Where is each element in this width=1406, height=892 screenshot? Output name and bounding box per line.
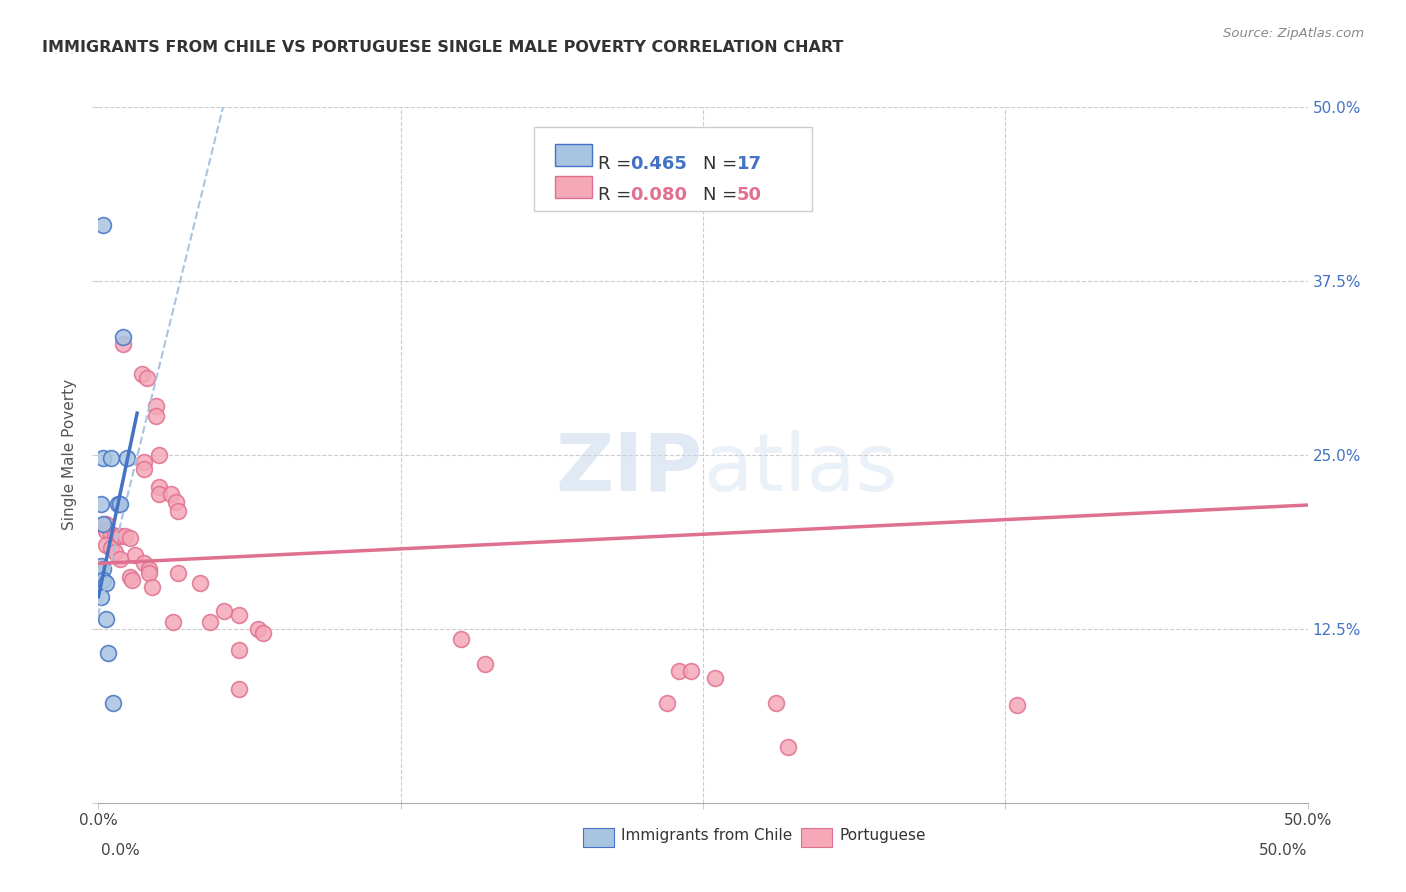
Point [765, 696, 787, 710]
Point [94, 576, 117, 591]
Point [91, 219, 114, 233]
Point [474, 657, 496, 671]
Text: 0.465: 0.465 [630, 155, 688, 173]
Text: R =: R = [598, 155, 637, 173]
Point [94, 517, 117, 532]
Point [148, 487, 170, 501]
Point [141, 580, 163, 594]
Point [114, 528, 136, 542]
Text: 0.0%: 0.0% [101, 843, 141, 858]
Point [148, 480, 170, 494]
Point [450, 632, 472, 646]
Point [94, 538, 117, 552]
Point [138, 566, 160, 581]
Text: atlas: atlas [703, 430, 897, 508]
Point [121, 573, 143, 587]
Point [124, 548, 146, 562]
Point [228, 681, 250, 696]
Point [94, 524, 117, 539]
Point [118, 532, 141, 546]
Point [108, 528, 131, 542]
Text: R =: R = [598, 186, 637, 204]
Text: Source: ZipAtlas.com: Source: ZipAtlas.com [1223, 27, 1364, 40]
Point [134, 462, 156, 476]
Point [145, 399, 167, 413]
Point [108, 552, 131, 566]
Point [100, 541, 122, 556]
Text: Portuguese: Portuguese [839, 829, 927, 843]
Point [188, 576, 211, 591]
Text: 50.0%: 50.0% [1260, 843, 1308, 858]
Point [145, 409, 167, 423]
Point [776, 740, 799, 755]
Point [252, 626, 274, 640]
Text: N =: N = [703, 155, 742, 173]
Point [247, 622, 270, 636]
Point [135, 371, 157, 385]
Point [138, 562, 160, 576]
FancyBboxPatch shape [555, 144, 592, 166]
Point [90, 497, 112, 511]
Text: 0.080: 0.080 [630, 186, 688, 204]
Text: ZIP: ZIP [555, 430, 703, 508]
FancyBboxPatch shape [534, 127, 811, 211]
Point [165, 495, 187, 509]
Point [160, 487, 183, 501]
Point [100, 450, 122, 465]
Point [212, 604, 235, 618]
Point [101, 696, 124, 710]
Point [111, 329, 134, 343]
Point [134, 557, 156, 571]
FancyBboxPatch shape [555, 176, 592, 198]
Point [97, 646, 120, 660]
Point [167, 503, 190, 517]
Point [104, 528, 127, 542]
Point [668, 664, 690, 678]
Point [91, 517, 114, 532]
Point [104, 545, 127, 559]
Point [655, 696, 678, 710]
Point [108, 497, 131, 511]
Point [118, 570, 141, 584]
Point [131, 368, 153, 382]
Point [94, 612, 117, 626]
Point [167, 566, 190, 581]
Point [100, 527, 122, 541]
Point [1007, 698, 1029, 713]
Point [107, 497, 129, 511]
Text: 50: 50 [737, 186, 762, 204]
Text: IMMIGRANTS FROM CHILE VS PORTUGUESE SINGLE MALE POVERTY CORRELATION CHART: IMMIGRANTS FROM CHILE VS PORTUGUESE SING… [42, 40, 844, 55]
Point [228, 642, 250, 657]
Point [148, 448, 170, 462]
Point [134, 455, 156, 469]
Text: N =: N = [703, 186, 742, 204]
Point [117, 450, 139, 465]
Point [111, 336, 134, 351]
Y-axis label: Single Male Poverty: Single Male Poverty [62, 379, 77, 531]
Point [90, 590, 112, 604]
Point [228, 607, 250, 622]
Text: Immigrants from Chile: Immigrants from Chile [621, 829, 793, 843]
Point [91, 562, 114, 576]
Point [91, 573, 114, 587]
Point [679, 664, 702, 678]
Point [704, 671, 727, 685]
Point [90, 559, 112, 574]
Point [162, 615, 184, 629]
Point [91, 450, 114, 465]
Point [198, 615, 221, 629]
Text: 17: 17 [737, 155, 762, 173]
